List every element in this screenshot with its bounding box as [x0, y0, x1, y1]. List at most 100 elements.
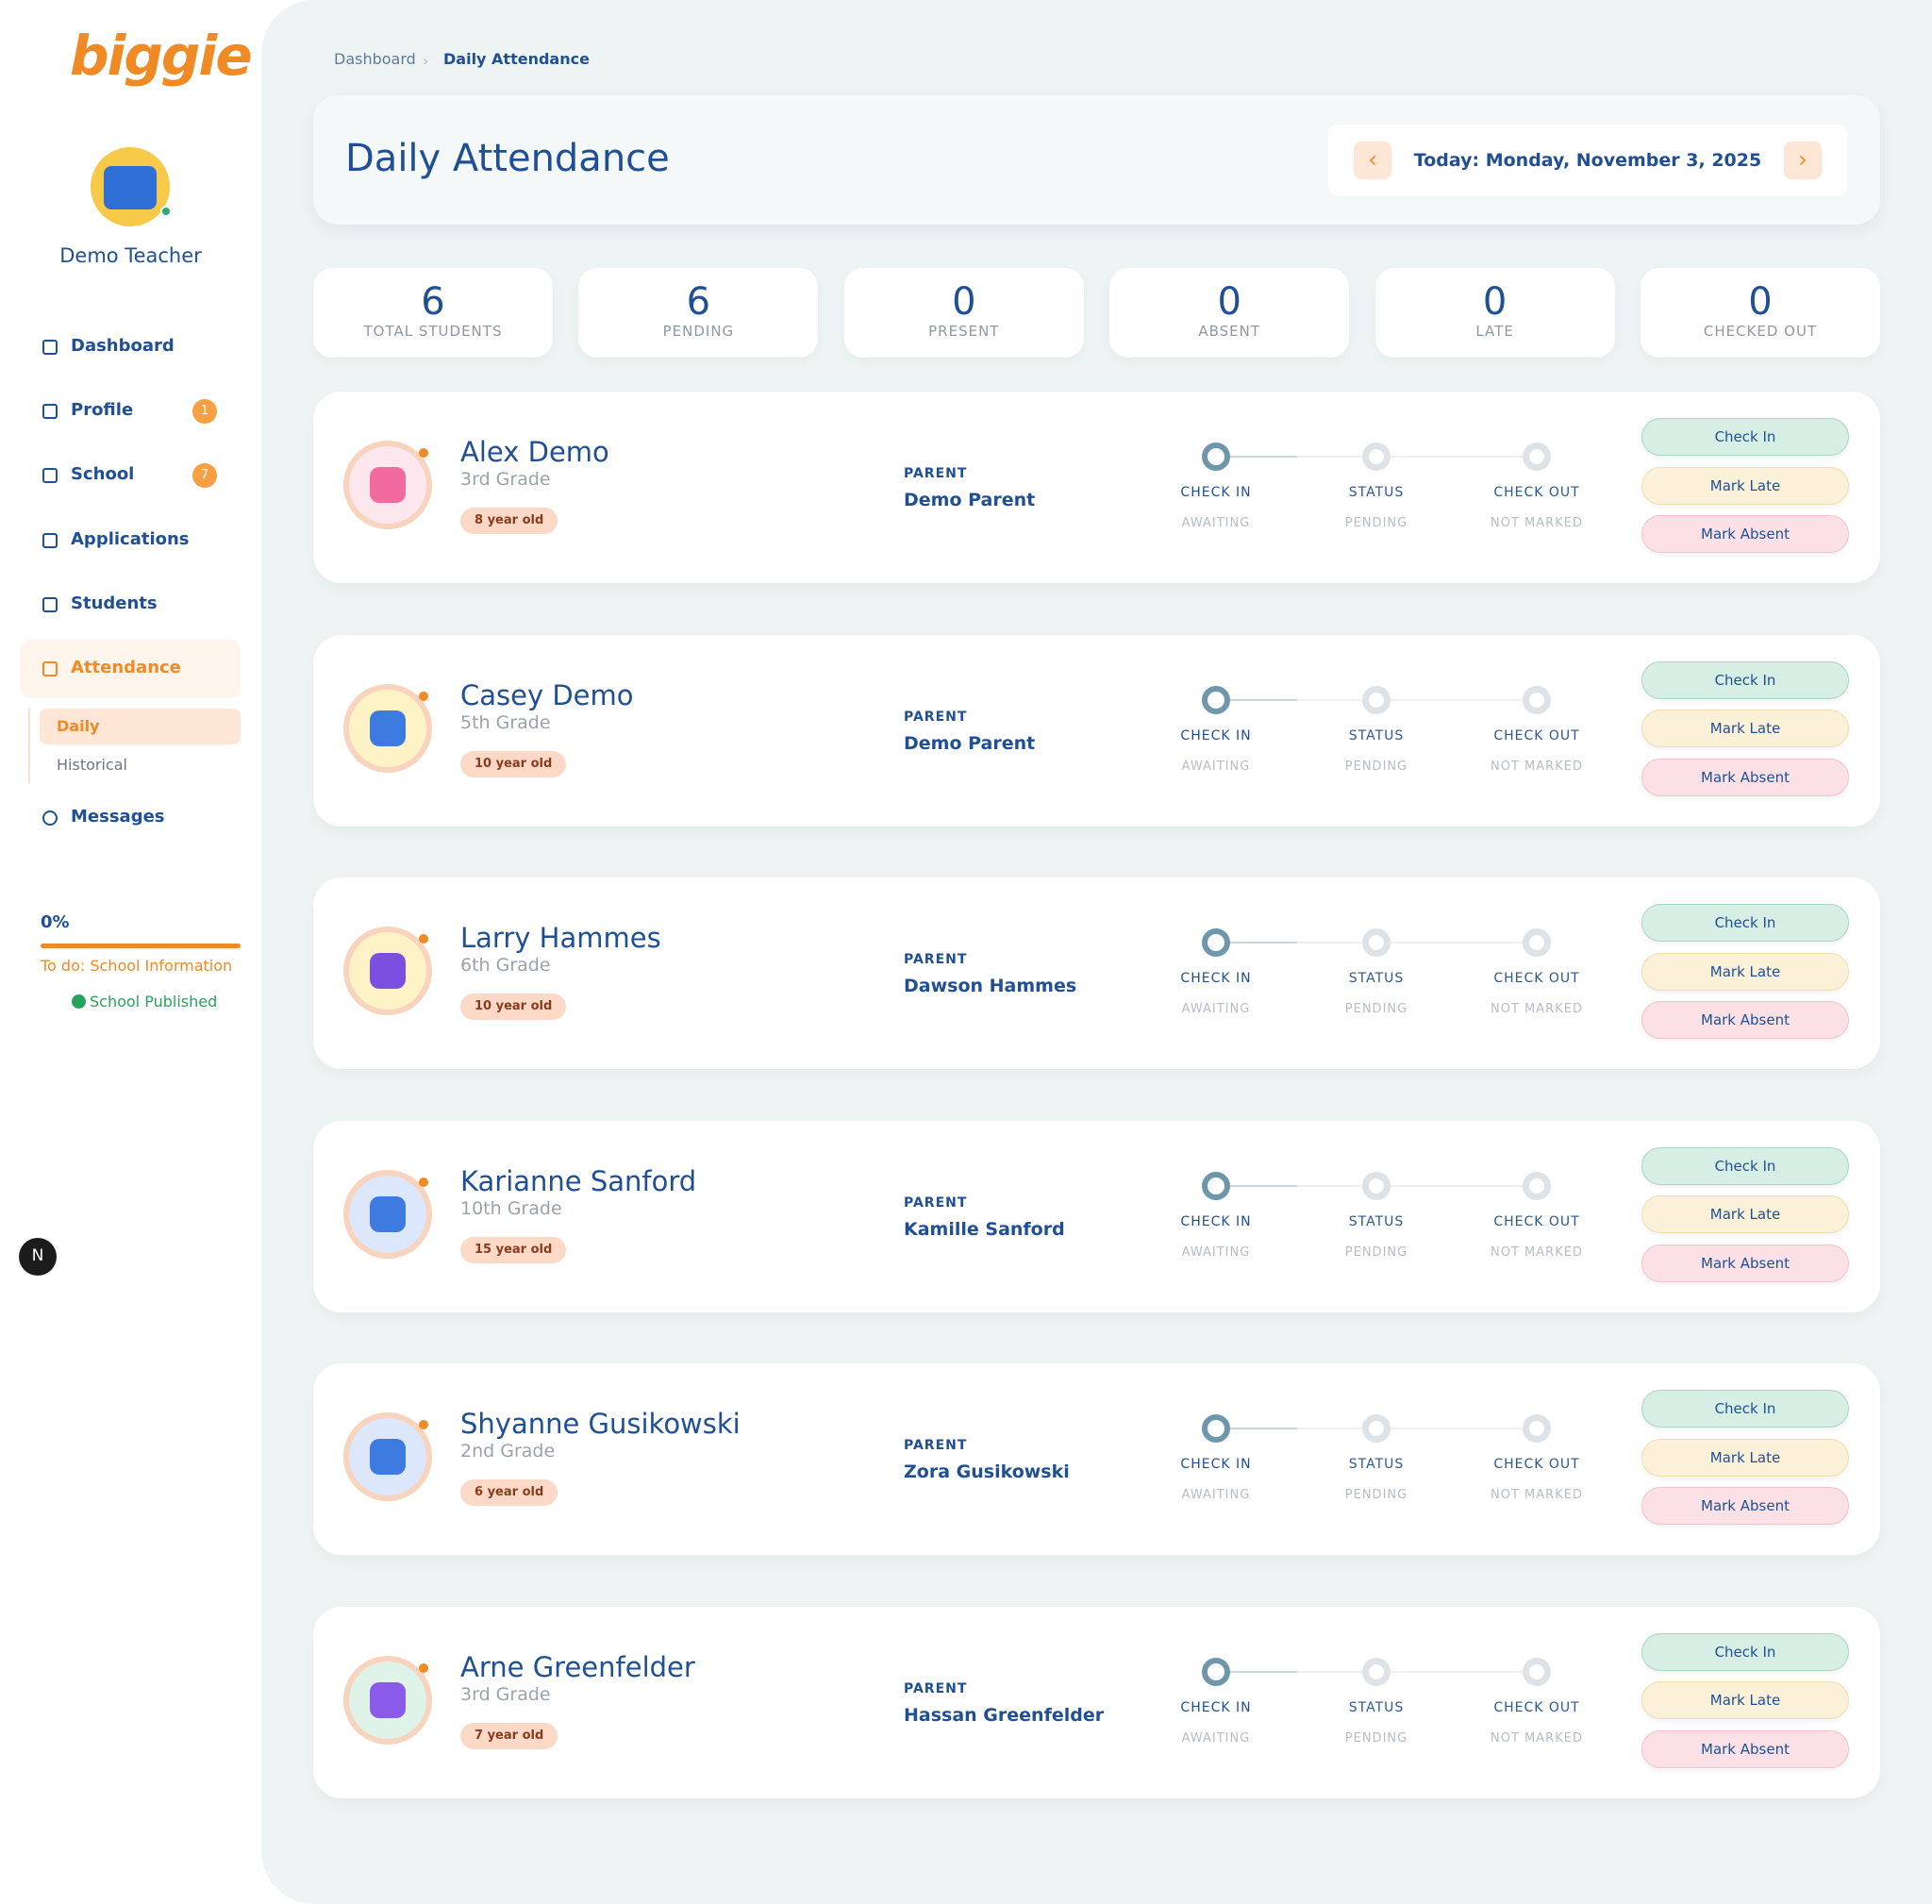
action-button[interactable]: Check In: [1641, 1390, 1849, 1428]
stat-value: 0: [1748, 280, 1773, 324]
action-button[interactable]: Mark Absent: [1641, 1487, 1849, 1525]
action-button[interactable]: Check In: [1641, 1146, 1849, 1185]
breadcrumb-item[interactable]: Dashboard: [334, 50, 416, 68]
action-button[interactable]: Mark Absent: [1641, 1729, 1849, 1768]
action-button[interactable]: Mark Late: [1641, 1195, 1849, 1233]
step-label: STATUS: [1348, 1213, 1405, 1229]
student-name[interactable]: Shyanne Gusikowski: [460, 1408, 741, 1440]
step-status: PENDING: [1344, 1002, 1408, 1016]
stat-card: [1109, 268, 1350, 358]
parent-label: PARENT: [904, 466, 968, 481]
nav-item[interactable]: Profile: [71, 400, 134, 420]
parent-name: Zora Gusikowski: [904, 1461, 1070, 1482]
page-title: Daily Attendance: [345, 137, 670, 180]
student-name[interactable]: Karianne Sanford: [460, 1164, 697, 1197]
step-line: [1297, 456, 1537, 458]
student-card: [313, 392, 1880, 583]
step-status: PENDING: [1344, 1244, 1408, 1260]
age-pill: 7 year old: [460, 1722, 558, 1749]
prev-button[interactable]: ‹: [1354, 142, 1391, 179]
action-button[interactable]: Mark Late: [1641, 710, 1849, 747]
nav-item[interactable]: Applications: [71, 529, 190, 549]
stat-label: PENDING: [662, 323, 735, 340]
step-circle: [1202, 928, 1230, 957]
student-name[interactable]: Casey Demo: [460, 678, 634, 711]
step-line: [1297, 942, 1537, 944]
date-box: [1328, 125, 1847, 195]
online-dot: [160, 206, 172, 217]
logo[interactable]: biggie: [70, 24, 253, 88]
step-circle: [1362, 928, 1391, 957]
nav-icon: [42, 404, 58, 419]
parent-label: PARENT: [904, 1680, 968, 1696]
step-label: CHECK OUT: [1493, 971, 1580, 986]
action-button[interactable]: Check In: [1641, 660, 1849, 699]
subnav-item[interactable]: Historical: [57, 756, 127, 774]
step-label: CHECK IN: [1180, 1213, 1252, 1229]
action-button[interactable]: Mark Absent: [1641, 1244, 1849, 1282]
nav-item[interactable]: School: [71, 464, 135, 484]
student-avatar: [343, 1412, 432, 1501]
parent-label: PARENT: [904, 1194, 968, 1211]
stat-card: [1641, 268, 1880, 358]
action-button[interactable]: Mark Late: [1641, 1438, 1849, 1477]
date-label[interactable]: Today: Monday, November 3, 2025: [1413, 150, 1762, 171]
step-label: STATUS: [1348, 1699, 1405, 1715]
age-pill: 8 year old: [460, 508, 558, 534]
step-label: CHECK OUT: [1493, 1699, 1580, 1715]
status-dot: [419, 1420, 428, 1429]
stat-label: ABSENT: [1198, 323, 1261, 340]
action-button[interactable]: Mark Absent: [1641, 1001, 1849, 1039]
todo-link[interactable]: To do: School Information: [41, 957, 233, 975]
stat-value: 6: [421, 280, 445, 324]
student-avatar: [343, 1169, 432, 1259]
status-dot: [419, 691, 428, 701]
dev-badge[interactable]: N: [19, 1238, 57, 1276]
step-line: [1297, 698, 1537, 701]
action-button[interactable]: Check In: [1641, 418, 1849, 456]
student-name[interactable]: Larry Hammes: [460, 922, 661, 954]
step-status: NOT MARKED: [1491, 1244, 1583, 1260]
action-button[interactable]: Mark Absent: [1641, 515, 1849, 553]
student-card: [313, 877, 1880, 1069]
stat-card: [313, 268, 553, 358]
step-status: AWAITING: [1181, 516, 1251, 530]
step-circle: [1523, 1657, 1551, 1686]
student-grade: 5th Grade: [460, 711, 551, 733]
subnav-item[interactable]: Daily: [57, 717, 100, 735]
nav-item[interactable]: Dashboard: [71, 336, 175, 356]
action-button[interactable]: Mark Absent: [1641, 758, 1849, 796]
breadcrumb-sep: ›: [423, 52, 429, 70]
action-button[interactable]: Mark Late: [1641, 1681, 1849, 1719]
parent-name: Dawson Hammes: [904, 976, 1077, 996]
next-button[interactable]: ›: [1784, 142, 1822, 179]
student-name[interactable]: Arne Greenfelder: [460, 1650, 695, 1683]
action-button[interactable]: Check In: [1641, 1632, 1849, 1671]
nav-item[interactable]: Students: [71, 593, 158, 613]
student-avatar: [343, 1655, 432, 1745]
parent-name: Kamille Sanford: [904, 1218, 1065, 1240]
step-label: CHECK OUT: [1493, 1457, 1580, 1472]
step-status: PENDING: [1344, 759, 1408, 774]
step-label: STATUS: [1348, 1457, 1405, 1472]
step-status: NOT MARKED: [1491, 759, 1583, 774]
action-button[interactable]: Check In: [1641, 904, 1849, 942]
action-button[interactable]: Mark Late: [1641, 466, 1849, 505]
student-grade: 3rd Grade: [460, 1683, 551, 1705]
nav-item[interactable]: Messages: [71, 807, 165, 827]
nav-badge: 7: [192, 463, 217, 488]
nav-icon: [42, 810, 58, 826]
user-avatar[interactable]: [91, 147, 172, 226]
user-name[interactable]: Demo Teacher: [59, 244, 202, 267]
step-line: [1216, 1670, 1297, 1673]
subnav-line: [28, 708, 30, 783]
nav-item[interactable]: Attendance: [71, 658, 181, 677]
student-card: [313, 1363, 1880, 1555]
student-card: [313, 1606, 1880, 1798]
step-label: CHECK IN: [1180, 1457, 1252, 1472]
student-avatar: [343, 683, 432, 773]
action-button[interactable]: Mark Late: [1641, 952, 1849, 991]
avatar-face: [370, 1195, 406, 1232]
parent-name: Demo Parent: [904, 732, 1036, 754]
student-name[interactable]: Alex Demo: [460, 436, 609, 468]
